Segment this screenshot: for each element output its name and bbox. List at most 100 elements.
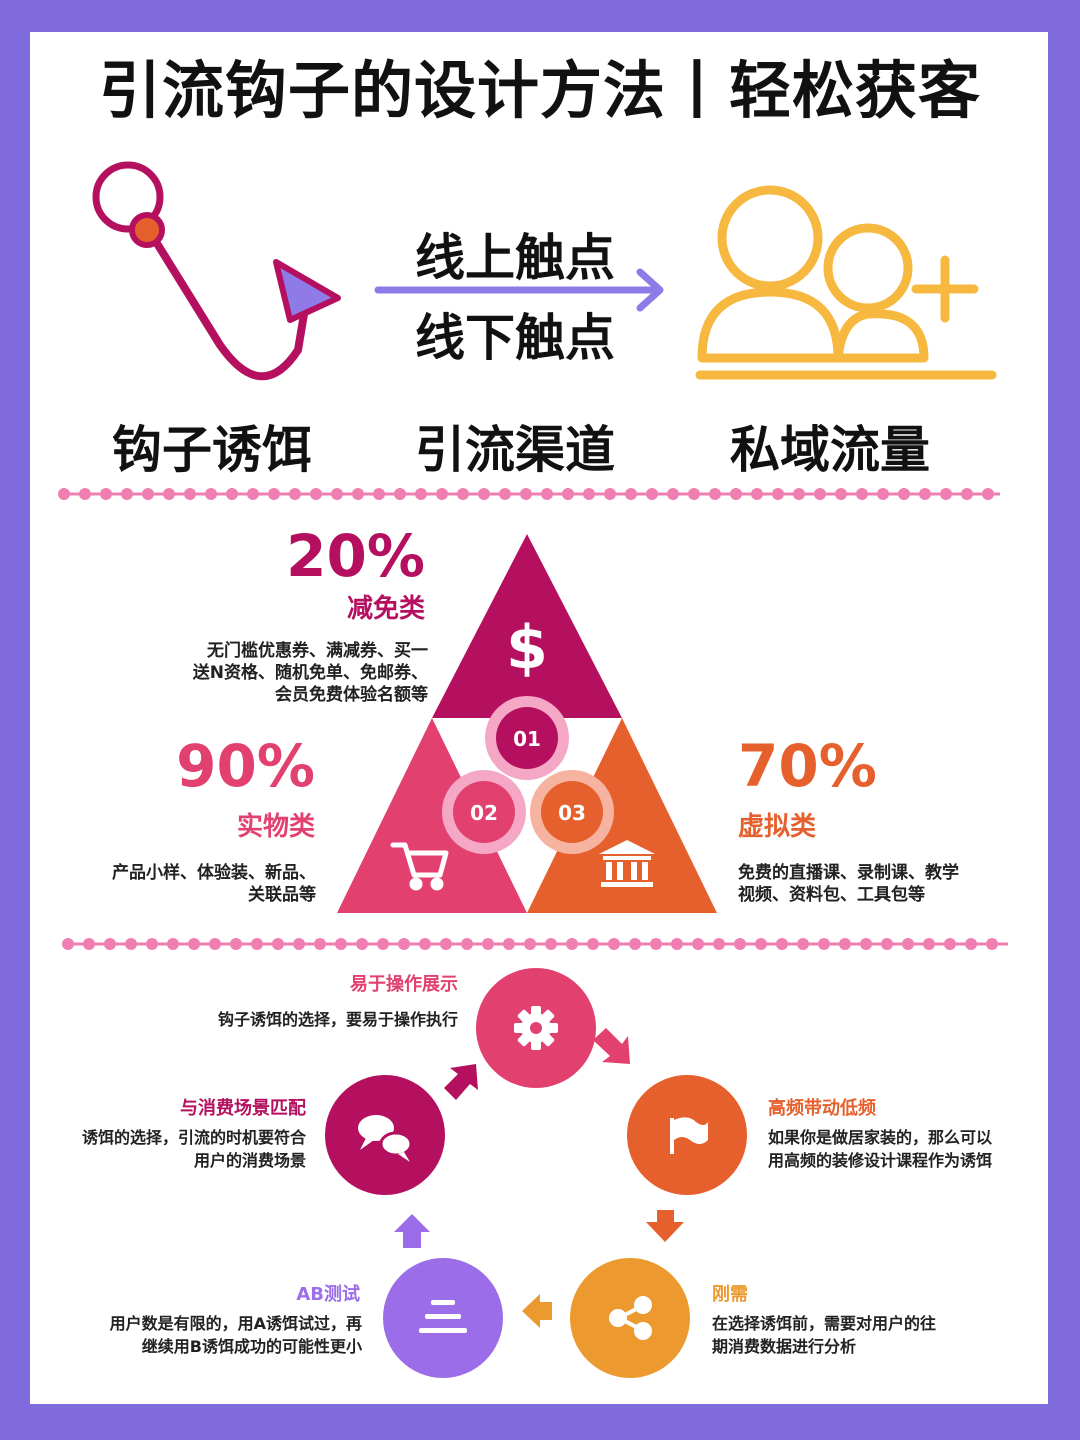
divider-dot [163, 488, 175, 500]
step-4-title: AB测试 [296, 1284, 360, 1305]
pyramid-diagram: $ 01 02 03 [337, 534, 717, 913]
virtual-percent: 70% [738, 732, 877, 800]
divider-dot [587, 938, 599, 950]
divider-dot [709, 488, 721, 500]
divider-dot [877, 488, 889, 500]
divider-top [58, 488, 1000, 500]
arrow-icon [394, 1214, 430, 1248]
divider-bottom [62, 938, 1008, 950]
divider-dot [436, 488, 448, 500]
share-icon [609, 1296, 652, 1340]
divider-dot [776, 938, 788, 950]
arrow-icon [444, 1064, 478, 1100]
online-touchpoint-label: 线上触点 [415, 229, 615, 287]
divider-dot [583, 488, 595, 500]
divider-dot [482, 938, 494, 950]
divider-dot [923, 938, 935, 950]
hook-icon [92, 161, 341, 381]
discount-description: 无门槛优惠券、满减券、买一 送N资格、随机免单、免邮券、 会员免费体验名额等 [192, 641, 428, 705]
step-5-description: 诱饵的选择，引流的时机要符合 用户的消费场景 [81, 1128, 306, 1170]
physical-description: 产品小样、体验装、新品、 关联品等 [112, 863, 316, 905]
divider-dot [751, 488, 763, 500]
divider-dot [352, 488, 364, 500]
divider-dot [314, 938, 326, 950]
divider-dot [629, 938, 641, 950]
divider-dot [713, 938, 725, 950]
divider-dot [650, 938, 662, 950]
divider-dot [755, 938, 767, 950]
divider-dot [226, 488, 238, 500]
divider-dot [919, 488, 931, 500]
divider-dot [982, 488, 994, 500]
divider-dot [965, 938, 977, 950]
pyramid-left-segment [337, 718, 527, 913]
private-traffic-label: 私域流量 [730, 421, 930, 479]
divider-dot [58, 488, 70, 500]
divider-dot [125, 938, 137, 950]
divider-dot [940, 488, 952, 500]
divider-dot [331, 488, 343, 500]
divider-dot [289, 488, 301, 500]
divider-dot [272, 938, 284, 950]
divider-dot [79, 488, 91, 500]
flow-graphics [92, 161, 997, 381]
divider-dot [881, 938, 893, 950]
divider-dot [902, 938, 914, 950]
divider-dot [646, 488, 658, 500]
step-1-title: 易于操作展示 [350, 974, 458, 995]
stack-icon [419, 1300, 467, 1333]
physical-category: 实物类 [236, 812, 315, 842]
divider-dot [986, 938, 998, 950]
step-3-title: 刚需 [712, 1284, 748, 1305]
step-2-description: 如果你是做居家装的，那么可以 用高频的装修设计课程作为诱饵 [768, 1128, 993, 1170]
divider-dot [818, 938, 830, 950]
divider-dot [793, 488, 805, 500]
divider-dot [730, 488, 742, 500]
divider-dot [461, 938, 473, 950]
divider-dot [566, 938, 578, 950]
divider-dot [394, 488, 406, 500]
divider-dot [251, 938, 263, 950]
divider-dot [146, 938, 158, 950]
divider-dot [377, 938, 389, 950]
divider-dot [898, 488, 910, 500]
step-4-description: 用户数是有限的，用A诱饵试过，再 继续用B诱饵成功的可能性更小 [109, 1314, 362, 1356]
divider-dot [541, 488, 553, 500]
divider-dot [524, 938, 536, 950]
cycle-diagram [325, 968, 747, 1378]
divider-dot [356, 938, 368, 950]
divider-dot [692, 938, 704, 950]
divider-dot [961, 488, 973, 500]
divider-dot [188, 938, 200, 950]
pyramid-badge-02 [442, 770, 526, 854]
divider-dot [562, 488, 574, 500]
divider-dot [478, 488, 490, 500]
virtual-description: 免费的直播课、录制课、教学 视频、资料包、工具包等 [738, 863, 959, 905]
arrow-icon [522, 1294, 552, 1328]
arrow-icon [593, 1028, 630, 1064]
divider-dot [167, 938, 179, 950]
divider-dot [121, 488, 133, 500]
users-add-icon [695, 185, 997, 380]
discount-category: 减免类 [346, 594, 425, 624]
divider-dot [545, 938, 557, 950]
chat-bubbles-icon [358, 1115, 413, 1162]
divider-dot [100, 488, 112, 500]
arrow-right-icon [374, 268, 664, 312]
divider-dot [839, 938, 851, 950]
physical-percent: 90% [176, 732, 315, 800]
pyramid-right-segment [527, 718, 717, 913]
divider-dot [293, 938, 305, 950]
step-circle-3 [570, 1258, 690, 1378]
divider-dot [142, 488, 154, 500]
divider-dot [398, 938, 410, 950]
pyramid-badge-03 [530, 770, 614, 854]
divider-dot [503, 938, 515, 950]
arrow-icon [646, 1210, 684, 1242]
divider-dot [205, 488, 217, 500]
divider-dot [499, 488, 511, 500]
discount-percent: 20% [286, 522, 425, 590]
divider-dot [230, 938, 242, 950]
divider-dot [944, 938, 956, 950]
divider-dot [734, 938, 746, 950]
